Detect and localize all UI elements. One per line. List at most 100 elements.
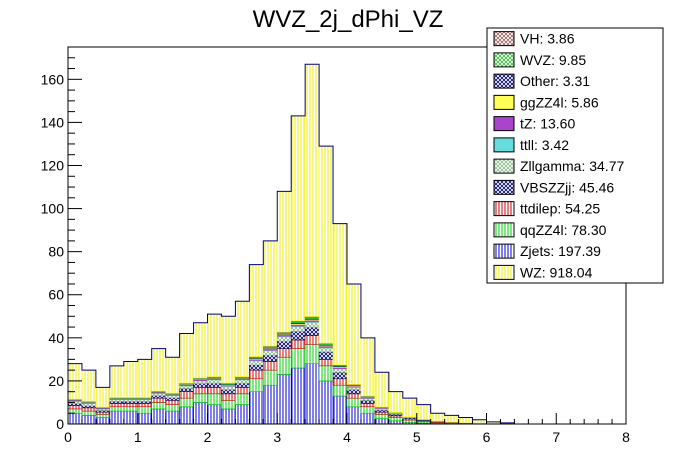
bar-wz-bin-18: [318, 145, 334, 344]
bar-qqzz4l-bin-2: [95, 414, 111, 418]
bar-vbszzjj-bin-10: [207, 382, 222, 388]
bar-zllgamma-bin-20: [346, 387, 362, 390]
bar-ttdilep-bin-10: [207, 387, 222, 395]
legend-swatch: [493, 31, 515, 47]
x-tick-label: 1: [134, 429, 142, 445]
y-tick-label: 0: [56, 416, 64, 432]
bar-vbszzjj-bin-14: [262, 354, 278, 362]
bar-vbszzjj-bin-8: [179, 388, 194, 392]
bar-qqzz4l-bin-7: [165, 404, 180, 412]
bar-zjets-bin-16: [290, 367, 306, 425]
y-tick-label: 100: [41, 201, 65, 217]
bar-vbszzjj-bin-9: [193, 383, 208, 388]
bar-zllgamma-bin-17: [304, 322, 320, 328]
bar-wz-bin-26: [430, 412, 445, 422]
bar-zllgamma-bin-9: [193, 380, 208, 384]
bar-wz-bin-12: [235, 300, 250, 377]
bar-qqzz4l-bin-1: [81, 410, 97, 416]
bar-vbszzjj-bin-18: [318, 351, 334, 360]
bar-wz-bin-6: [151, 348, 166, 392]
bar-wz-bin-8: [179, 333, 194, 384]
bar-wz-bin-7: [165, 356, 180, 394]
legend-swatch: [493, 137, 515, 153]
bar-wz-bin-4: [123, 361, 139, 398]
bar-ttdilep-bin-21: [360, 403, 376, 408]
bar-vbszzjj-bin-21: [360, 400, 376, 404]
bar-zllgamma-bin-16: [290, 326, 306, 332]
bar-wz-bin-3: [109, 365, 125, 398]
bar-qqzz4l-bin-13: [249, 378, 264, 392]
bar-zjets-bin-7: [165, 410, 180, 425]
bar-ttdilep-bin-12: [235, 387, 250, 395]
bar-zjets-bin-20: [346, 406, 362, 425]
x-tick-label: 0: [64, 429, 72, 445]
bar-zjets-bin-15: [276, 374, 292, 425]
bar-ttdilep-bin-15: [276, 348, 292, 358]
legend-swatch: [493, 201, 515, 217]
bar-vbszzjj-bin-20: [346, 389, 362, 395]
bar-vbszzjj-bin-6: [151, 395, 166, 399]
bar-zjets-bin-5: [137, 412, 152, 425]
bar-ttdilep-bin-6: [151, 397, 166, 403]
bar-wz-bin-10: [207, 313, 222, 377]
bar-vbszzjj-bin-17: [304, 326, 320, 336]
bar-ttdilep-bin-8: [179, 391, 194, 399]
bar-vbszzjj-bin-0: [67, 403, 83, 406]
bar-zjets-bin-13: [249, 391, 264, 425]
legend-swatch: [493, 73, 515, 89]
bar-ttdilep-bin-14: [262, 361, 278, 371]
bar-qqzz4l-bin-11: [221, 400, 236, 410]
chart-title: WVZ_2j_dPhi_VZ: [253, 6, 444, 33]
bar-zjets-bin-8: [179, 406, 194, 425]
bar-zllgamma-bin-6: [151, 393, 166, 396]
bar-wz-bin-22: [374, 371, 390, 408]
bar-wz-bin-13: [249, 264, 264, 357]
y-tick-label: 120: [41, 157, 65, 173]
bar-ttdilep-bin-7: [165, 400, 180, 405]
bar-qqzz4l-bin-0: [67, 408, 83, 414]
bar-vbszzjj-bin-12: [235, 382, 250, 388]
bar-wz-bin-14: [262, 240, 278, 347]
bar-zllgamma-bin-1: [81, 403, 97, 406]
bar-qqzz4l-bin-12: [235, 393, 250, 405]
legend-swatch: [493, 222, 515, 238]
bar-qqzz4l-bin-17: [304, 343, 320, 364]
legend-swatch: [493, 264, 515, 280]
bar-ttdilep-bin-13: [249, 369, 264, 380]
bar-qqzz4l-bin-23: [388, 417, 404, 422]
bar-ttdilep-bin-9: [193, 387, 208, 395]
bar-wz-bin-2: [95, 387, 111, 408]
bar-qqzz4l-bin-3: [109, 406, 125, 412]
y-tick-label: 140: [41, 114, 65, 130]
bar-vbszzjj-bin-1: [81, 405, 97, 409]
bar-wz-bin-29: [472, 419, 487, 424]
bar-zllgamma-bin-18: [318, 347, 334, 353]
histogram-bars: [67, 63, 515, 425]
x-tick-label: 8: [622, 429, 630, 445]
bar-wz-bin-16: [290, 115, 306, 322]
bar-vbszzjj-bin-13: [249, 364, 264, 371]
y-tick-label: 80: [48, 244, 64, 260]
bar-zjets-bin-3: [109, 410, 125, 425]
legend-label: Other: 3.31: [520, 73, 590, 89]
bar-qqzz4l-bin-6: [151, 402, 166, 410]
bar-vbszzjj-bin-3: [109, 401, 125, 404]
bar-vbszzjj-bin-16: [290, 331, 306, 341]
bar-zllgamma-bin-13: [249, 360, 264, 366]
legend-label: VH: 3.86: [520, 31, 575, 47]
bar-qqzz4l-bin-19: [332, 384, 348, 397]
bar-zllgamma-bin-19: [332, 368, 348, 373]
legend-label: ttdilep: 54.25: [520, 201, 600, 217]
bar-zjets-bin-4: [123, 410, 139, 425]
bar-zjets-bin-0: [67, 412, 83, 425]
bar-ttdilep-bin-22: [374, 411, 390, 415]
legend: VH: 3.86 WVZ: 9.85 Other: 3.31 ggZZ4l: 5.86…: [486, 27, 664, 284]
bar-zllgamma-bin-7: [165, 395, 180, 399]
bar-qqzz4l-bin-14: [262, 369, 278, 386]
bar-ttdilep-bin-0: [67, 405, 83, 410]
bar-vbszzjj-bin-22: [374, 409, 390, 413]
bar-zjets-bin-19: [332, 395, 348, 425]
legend-swatch: [493, 94, 515, 110]
legend-label: VBSZZjj: 45.46: [520, 179, 614, 195]
bar-vbszzjj-bin-4: [123, 401, 139, 404]
